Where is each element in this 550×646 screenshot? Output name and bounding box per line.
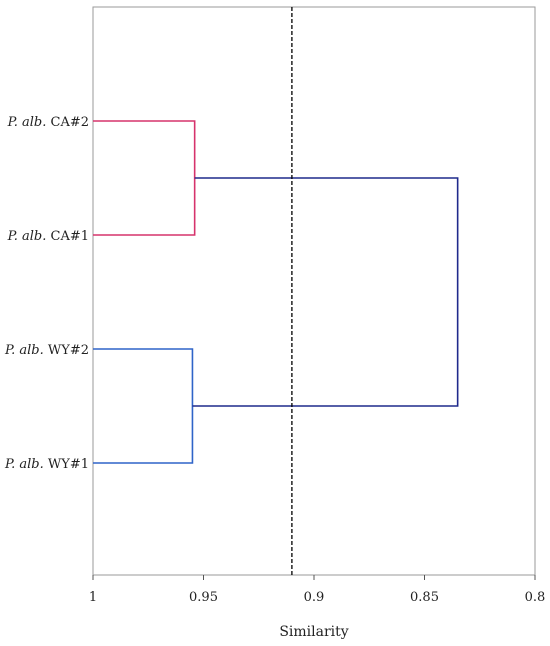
plot-frame [92, 6, 536, 576]
leaf-label: P. alb. CA#2 [7, 115, 89, 130]
x-tick-label: 0.95 [189, 590, 218, 605]
x-tick-label: 0.8 [525, 590, 546, 605]
dendrogram-links [93, 120, 459, 464]
x-axis-title: Similarity [279, 624, 348, 640]
x-tick-label: 0.9 [304, 590, 325, 605]
leaf-label: P. alb. CA#1 [7, 229, 89, 244]
x-tick-label: 1 [89, 590, 97, 605]
leaf-label: P. alb. WY#1 [4, 457, 89, 472]
leaf-label: P. alb. WY#2 [4, 343, 89, 358]
x-tick-label: 0.85 [410, 590, 439, 605]
leaf-labels: P. alb. CA#2 P. alb. CA#1 P. alb. WY#2 P. a… [4, 115, 89, 472]
x-axis: 1 0.95 0.9 0.85 0.8 [89, 575, 545, 605]
dendrogram-link-wy [93, 348, 194, 464]
dendrogram-link-all [192, 177, 459, 407]
dendrogram-link-ca [93, 120, 196, 236]
